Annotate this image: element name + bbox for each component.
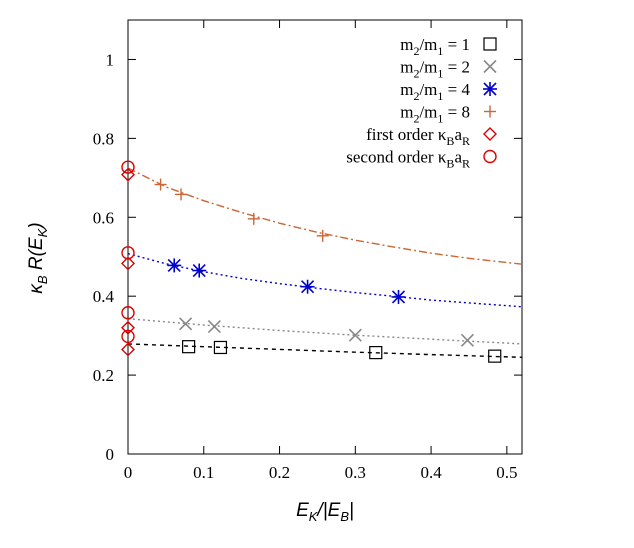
y-tick-label: 0 bbox=[106, 445, 115, 464]
plot-frame-layer bbox=[127, 19, 523, 455]
legend-label-series-4: m2/m1 = 8 bbox=[400, 103, 470, 126]
data-point-series-1 bbox=[369, 346, 383, 360]
data-point-series-2 bbox=[179, 317, 193, 331]
data-point-series-5 bbox=[121, 320, 135, 335]
data-point-series-5 bbox=[121, 256, 135, 271]
data-point-series-1 bbox=[488, 349, 502, 363]
y-tick-label: 0.8 bbox=[93, 129, 114, 148]
legend-label-series-3: m2/m1 = 4 bbox=[400, 80, 470, 103]
x-tick-label: 0 bbox=[124, 463, 133, 482]
plot-frame bbox=[127, 19, 523, 455]
data-point-series-6 bbox=[121, 160, 135, 174]
x-tick-label: 0.2 bbox=[269, 463, 290, 482]
y-axis-label: κB R(EK) bbox=[26, 222, 50, 293]
data-point-series-4 bbox=[154, 178, 167, 191]
tick-labels: 0 0.1 0.2 0.3 0.4 0.5 0 0.2 0.4 0.6 0.8 1 bbox=[93, 50, 518, 482]
legend: m2/m1 = 1m2/m1 = 2m2/m1 = 4m2/m1 = 8firs… bbox=[346, 35, 497, 171]
x-tick-label: 0.1 bbox=[193, 463, 214, 482]
data-point-series-4 bbox=[316, 229, 329, 242]
data-point-series-3 bbox=[167, 258, 182, 273]
data-point-series-3 bbox=[391, 289, 406, 304]
data-markers bbox=[121, 160, 502, 363]
legend-marker-series-1 bbox=[483, 37, 497, 51]
data-point-series-2 bbox=[460, 333, 475, 347]
data-point-series-4 bbox=[247, 212, 260, 225]
data-point-series-2 bbox=[207, 319, 221, 334]
legend-label-series-2: m2/m1 = 2 bbox=[400, 58, 470, 81]
x-tick-label: 0.5 bbox=[496, 463, 517, 482]
fit-line-series-3 bbox=[127, 252, 523, 308]
x-axis-label: EK/|EB| bbox=[296, 500, 354, 524]
legend-marker-series-4 bbox=[484, 105, 496, 118]
y-tick-label: 0.2 bbox=[93, 366, 114, 385]
y-tick-label: 1 bbox=[106, 50, 115, 69]
data-point-series-3 bbox=[300, 279, 315, 294]
data-point-series-4 bbox=[175, 188, 188, 201]
data-point-series-6 bbox=[121, 246, 135, 260]
y-tick-label: 0.4 bbox=[93, 287, 115, 306]
legend-marker-series-5 bbox=[483, 127, 497, 141]
legend-marker-series-3 bbox=[483, 82, 497, 96]
fit-lines bbox=[127, 167, 523, 358]
data-point-series-3 bbox=[192, 263, 207, 278]
x-tick-label: 0.4 bbox=[420, 463, 442, 482]
legend-marker-series-2 bbox=[483, 59, 497, 74]
data-point-series-1 bbox=[213, 340, 228, 355]
data-point-series-6 bbox=[121, 329, 135, 344]
data-point-series-2 bbox=[348, 328, 362, 342]
legend-label-series-5: first order κBaR bbox=[366, 125, 470, 148]
data-point-series-5 bbox=[121, 342, 135, 357]
data-point-series-1 bbox=[182, 340, 196, 354]
legend-label-series-1: m2/m1 = 1 bbox=[400, 35, 470, 58]
legend-label-series-6: second order κBaR bbox=[346, 148, 470, 171]
x-tick-label: 0.3 bbox=[345, 463, 366, 482]
y-tick-label: 0.6 bbox=[93, 208, 114, 227]
legend-marker-series-6 bbox=[483, 149, 497, 164]
data-point-series-5 bbox=[121, 167, 135, 182]
data-point-series-6 bbox=[121, 306, 135, 320]
fit-line-series-4 bbox=[127, 167, 523, 265]
